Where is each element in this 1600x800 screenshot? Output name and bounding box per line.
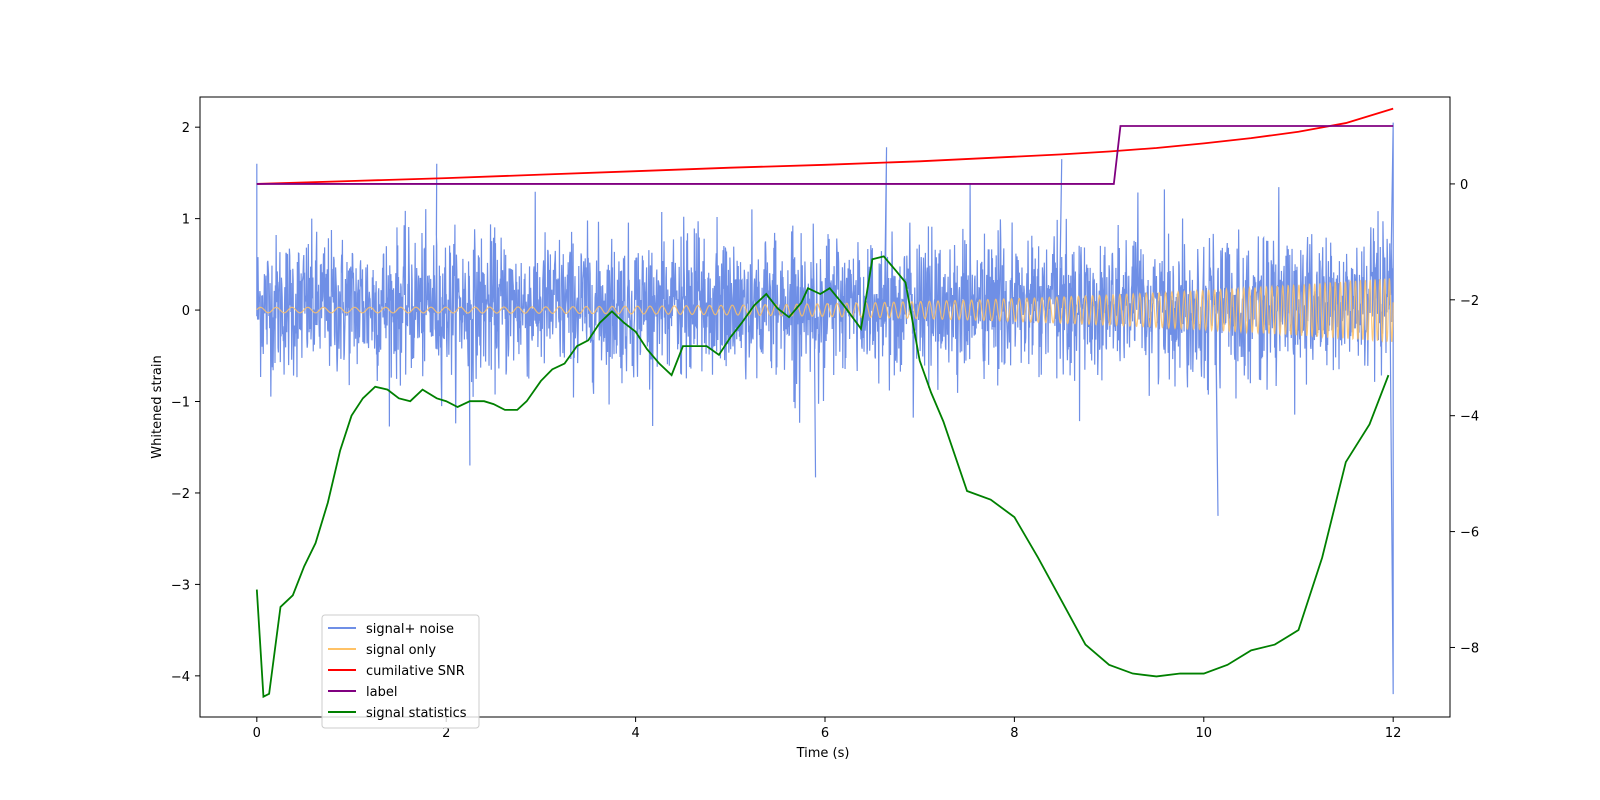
x-tick-label: 8 xyxy=(1010,726,1018,741)
x-tick-label: 10 xyxy=(1196,726,1213,741)
right-axis-series-layer xyxy=(255,107,1394,699)
x-tick-label: 12 xyxy=(1385,726,1402,741)
legend: signal+ noise signal only cumilative SNR la… xyxy=(321,614,480,729)
legend-label: signal only xyxy=(366,643,436,658)
legend-label: signal statistics xyxy=(366,706,467,721)
y-tick-label: −3 xyxy=(171,578,190,593)
y2-tick-label: −2 xyxy=(1460,294,1479,309)
y2-tick-label: 0 xyxy=(1460,178,1468,193)
legend-label: label xyxy=(366,685,397,700)
x-tick-label: 6 xyxy=(821,726,829,741)
legend-label: cumilative SNR xyxy=(366,664,465,679)
series-cumulative-snr xyxy=(256,107,1394,185)
legend-box xyxy=(321,614,480,729)
y-tick-label: 0 xyxy=(182,304,190,319)
legend-label: signal+ noise xyxy=(366,622,454,637)
series-signal-only xyxy=(256,278,1394,343)
x-tick-label: 2 xyxy=(442,726,450,741)
y-axis-left: −4 −3 −2 −1 0 1 2 xyxy=(171,121,200,685)
signal-only-layer xyxy=(256,278,1394,343)
y-tick-label: −1 xyxy=(171,396,190,411)
series-signal-statistics xyxy=(255,255,1390,699)
series-label xyxy=(256,125,1394,185)
y-tick-label: −2 xyxy=(171,487,190,502)
series-signal-noise xyxy=(256,122,1394,695)
y-tick-label: 1 xyxy=(182,213,190,228)
y-tick-label: −4 xyxy=(171,670,190,685)
signal-noise-layer xyxy=(256,122,1394,695)
x-axis-title: Time (s) xyxy=(796,746,850,761)
y2-tick-label: −8 xyxy=(1460,641,1479,656)
x-tick-label: 4 xyxy=(631,726,639,741)
x-tick-label: 0 xyxy=(253,726,261,741)
y2-tick-label: −4 xyxy=(1460,410,1479,425)
y2-tick-label: −6 xyxy=(1460,526,1479,541)
y-axis-title: Whitened strain xyxy=(150,355,165,458)
y-axis-right: −8 −6 −4 −2 0 xyxy=(1450,178,1479,656)
y-tick-label: 2 xyxy=(182,121,190,136)
